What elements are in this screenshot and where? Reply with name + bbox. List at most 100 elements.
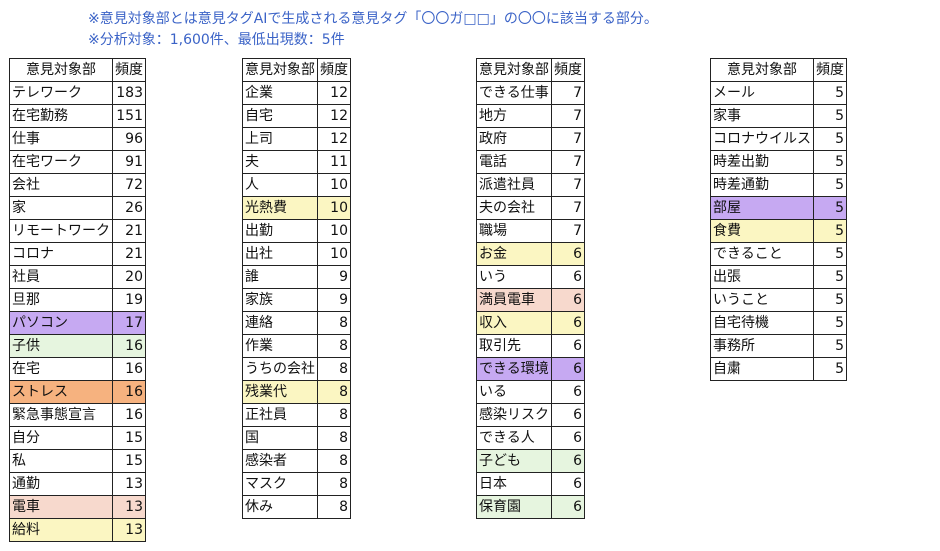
term-cell: 社員 [9, 265, 113, 289]
table-header-row: 意見対象部 頻度 [476, 58, 585, 82]
term-cell: 政府 [476, 127, 552, 151]
table-row: 保育園 6 [476, 495, 585, 519]
term-cell: 事務所 [710, 334, 814, 358]
term-cell: 自宅待機 [710, 311, 814, 335]
table-row: 政府 7 [476, 127, 585, 151]
table-row: 派遣社員 7 [476, 173, 585, 197]
count-cell: 5 [813, 334, 847, 358]
term-cell: 仕事 [9, 127, 113, 151]
table-row: 在宅 16 [9, 357, 146, 381]
table-row: 食費 5 [710, 219, 847, 243]
table-row: 出張 5 [710, 265, 847, 289]
column-header-count: 頻度 [551, 58, 585, 82]
term-cell: お金 [476, 242, 552, 266]
table-row: 満員電車 6 [476, 288, 585, 312]
count-cell: 6 [551, 311, 585, 335]
term-cell: 正社員 [242, 403, 318, 427]
term-cell: 自宅 [242, 104, 318, 128]
count-cell: 8 [317, 311, 351, 335]
column-header-term: 意見対象部 [476, 58, 552, 82]
count-cell: 7 [551, 104, 585, 128]
count-cell: 5 [813, 219, 847, 243]
count-cell: 16 [112, 403, 146, 427]
term-cell: いう [476, 265, 552, 289]
column-header-term: 意見対象部 [242, 58, 318, 82]
count-cell: 10 [317, 242, 351, 266]
table-row: 在宅ワーク 91 [9, 150, 146, 174]
table-row: 自粛 5 [710, 357, 847, 381]
count-cell: 13 [112, 518, 146, 542]
term-cell: 日本 [476, 472, 552, 496]
table-row: 私 15 [9, 449, 146, 473]
table-row: 部屋 5 [710, 196, 847, 220]
count-cell: 10 [317, 173, 351, 197]
term-cell: 連絡 [242, 311, 318, 335]
term-cell: テレワーク [9, 81, 113, 105]
table-row: コロナ 21 [9, 242, 146, 266]
table-row: 感染者 8 [242, 449, 351, 473]
count-cell: 16 [112, 380, 146, 404]
term-cell: 地方 [476, 104, 552, 128]
count-cell: 16 [112, 334, 146, 358]
table-row: できる人 6 [476, 426, 585, 450]
table-row: ストレス 16 [9, 380, 146, 404]
table-header-row: 意見対象部 頻度 [242, 58, 351, 82]
table-row: 社員 20 [9, 265, 146, 289]
table-row: 旦那 19 [9, 288, 146, 312]
count-cell: 12 [317, 127, 351, 151]
count-cell: 8 [317, 495, 351, 519]
term-cell: 時差通勤 [710, 173, 814, 197]
term-cell: 出社 [242, 242, 318, 266]
term-cell: できる人 [476, 426, 552, 450]
term-cell: できる仕事 [476, 81, 552, 105]
count-cell: 6 [551, 357, 585, 381]
table-row: うちの会社 8 [242, 357, 351, 381]
table-header-row: 意見対象部 頻度 [710, 58, 847, 82]
term-cell: 通勤 [9, 472, 113, 496]
term-cell: 感染者 [242, 449, 318, 473]
table-row: メール 5 [710, 81, 847, 105]
term-cell: パソコン [9, 311, 113, 335]
table-row: 電話 7 [476, 150, 585, 174]
table-row: 子ども 6 [476, 449, 585, 473]
term-cell: メール [710, 81, 814, 105]
term-cell: 夫 [242, 150, 318, 174]
term-cell: 自粛 [710, 357, 814, 381]
count-cell: 72 [112, 173, 146, 197]
table-row: 出社 10 [242, 242, 351, 266]
table-row: 自宅待機 5 [710, 311, 847, 335]
term-cell: 家 [9, 196, 113, 220]
term-cell: 誰 [242, 265, 318, 289]
count-cell: 10 [317, 219, 351, 243]
table-row: 夫 11 [242, 150, 351, 174]
table-row: 光熱費 10 [242, 196, 351, 220]
count-cell: 21 [112, 242, 146, 266]
count-cell: 5 [813, 311, 847, 335]
term-cell: 満員電車 [476, 288, 552, 312]
table-row: 仕事 96 [9, 127, 146, 151]
count-cell: 5 [813, 81, 847, 105]
count-cell: 183 [112, 81, 146, 105]
count-cell: 26 [112, 196, 146, 220]
count-cell: 151 [112, 104, 146, 128]
term-cell: できる環境 [476, 357, 552, 381]
count-cell: 5 [813, 127, 847, 151]
table-row: 事務所 5 [710, 334, 847, 358]
count-cell: 8 [317, 380, 351, 404]
count-cell: 7 [551, 219, 585, 243]
table-row: 在宅勤務 151 [9, 104, 146, 128]
term-cell: コロナ [9, 242, 113, 266]
term-cell: 部屋 [710, 196, 814, 220]
table-row: 出勤 10 [242, 219, 351, 243]
term-cell: 人 [242, 173, 318, 197]
count-cell: 13 [112, 472, 146, 496]
term-cell: いる [476, 380, 552, 404]
term-cell: 企業 [242, 81, 318, 105]
term-cell: 在宅勤務 [9, 104, 113, 128]
term-cell: 会社 [9, 173, 113, 197]
term-cell: 給料 [9, 518, 113, 542]
table-row: 職場 7 [476, 219, 585, 243]
count-cell: 6 [551, 380, 585, 404]
note-analysis-scope: ※分析対象：1,600件、最低出現数：5件 [88, 32, 345, 48]
count-cell: 15 [112, 426, 146, 450]
